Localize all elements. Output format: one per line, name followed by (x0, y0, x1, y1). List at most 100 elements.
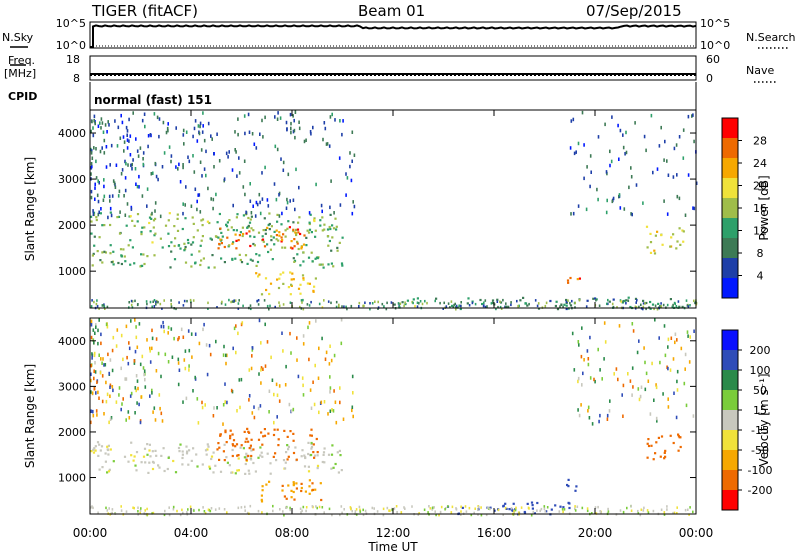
scatter-p0-219 (298, 126, 301, 131)
cell-p0-g0-198 (287, 220, 290, 223)
cell-p1-g1-58 (224, 431, 227, 434)
cell-p1-g1-51 (260, 431, 263, 434)
cell-p1-g1-64 (237, 454, 240, 457)
cbar-seg-p0-2 (722, 158, 738, 179)
ground-p1-173 (558, 510, 561, 513)
ground-p1-107 (643, 506, 645, 510)
cell-p0-g2-6 (314, 277, 317, 280)
cell-p0-g0-112 (331, 236, 334, 239)
cpid-text: normal (fast) 151 (94, 93, 212, 107)
scatter-p0-139 (103, 184, 105, 189)
cell-p0-g4-43 (669, 298, 672, 301)
scatter-p0-73 (95, 147, 97, 151)
cell-p0-g0-82 (340, 262, 344, 265)
scatter-p1-268 (94, 331, 96, 335)
cell-p0-g0-298 (209, 237, 212, 240)
scatter-p1-411 (649, 412, 652, 416)
ground-p0-82 (358, 301, 361, 305)
ground-p0-115 (153, 299, 156, 302)
cell-p1-g0-111 (104, 460, 107, 463)
scatter-p1-386 (177, 337, 179, 342)
ground-p0-128 (416, 301, 419, 304)
ground-p0-223 (505, 302, 507, 305)
scatter-p1-140 (90, 363, 92, 368)
scatter-p0-109 (255, 146, 258, 150)
ground-p1-53 (518, 511, 520, 514)
scatter-p1-73 (153, 406, 156, 410)
scatter-p0-357 (693, 139, 695, 144)
scatter-p0-153 (237, 132, 239, 137)
scatter-p0-205 (244, 192, 246, 197)
ground-p1-116 (285, 506, 287, 509)
ground-p1-229 (431, 506, 434, 509)
cell-p0-g0-217 (112, 250, 115, 253)
cell-p1-g5-11 (654, 452, 657, 455)
cell-p0-g4-57 (401, 301, 404, 304)
cell-p0-g0-19 (161, 246, 164, 249)
scatter-p1-5 (636, 350, 639, 355)
ground-p1-235 (351, 509, 353, 513)
cell-p0-g0-150 (154, 217, 157, 220)
scatter-p1-188 (587, 362, 590, 367)
scatter-p0-293 (329, 205, 331, 210)
cell-p1-g2-23 (300, 489, 303, 493)
ground-p1-18 (343, 508, 345, 511)
scatter-p0-181 (194, 187, 197, 191)
ground-p0-122 (128, 301, 130, 304)
ground-p1-224 (140, 507, 142, 510)
scatter-p1-211 (297, 374, 300, 379)
ground-p1-125 (672, 511, 674, 515)
scatter-p0-325 (146, 204, 148, 208)
cell-p1-g0-3 (99, 449, 102, 452)
cell-p1-g5-8 (647, 444, 651, 448)
ground-p0-95 (130, 303, 133, 307)
scatter-p0-201 (353, 153, 356, 157)
scatter-p1-221 (141, 354, 144, 359)
scatter-p1-100 (134, 411, 136, 415)
scatter-p0-260 (175, 126, 177, 130)
ground-p0-155 (130, 299, 133, 303)
cell-p0-g4-52 (507, 305, 510, 308)
scatter-p1-138 (313, 402, 316, 407)
cell-p0-g0-160 (308, 221, 311, 224)
cell-p1-g4-9 (531, 507, 534, 510)
cell-p0-g1-5 (291, 247, 294, 250)
cell-p0-g0-114 (240, 261, 244, 264)
scatter-p1-400 (98, 318, 100, 322)
ground-p0-51 (234, 299, 237, 302)
cell-p1-g0-43 (190, 459, 193, 462)
cell-p0-g0-216 (118, 232, 122, 235)
scatter-p0-188 (628, 185, 630, 190)
cell-p0-g0-234 (207, 266, 210, 269)
scatter-p1-111 (643, 346, 645, 350)
cell-p1-g4-36 (568, 502, 571, 505)
ground-p0-214 (560, 303, 563, 307)
scatter-p1-129 (237, 331, 239, 336)
scatter-p0-65 (119, 136, 122, 140)
cell-p0-g1-37 (278, 231, 281, 234)
ground-p1-42 (622, 510, 625, 514)
scatter-p1-153 (109, 383, 112, 387)
scatter-p1-189 (329, 409, 332, 413)
ground-p1-245 (536, 509, 538, 512)
cell-p0-g4-66 (479, 298, 482, 302)
cell-p1-g5-13 (655, 441, 658, 444)
ground-p1-155 (244, 509, 246, 512)
cell-p0-g2-2 (282, 271, 285, 274)
scatter-p1-117 (134, 349, 137, 354)
cell-p0-g0-221 (314, 257, 317, 260)
scatter-p0-161 (131, 162, 133, 167)
scatter-p1-184 (667, 337, 670, 342)
cell-p1-g4-37 (523, 510, 526, 514)
ytick-label-p0-3: 4000 (58, 127, 86, 140)
scatter-p0-197 (236, 174, 238, 178)
xtick-label-2: 08:00 (275, 526, 310, 540)
cell-p1-g0-170 (134, 464, 137, 467)
scatter-p0-210 (658, 144, 661, 148)
cell-p1-g0-55 (223, 443, 226, 446)
cell-p1-g1-14 (286, 435, 289, 438)
cell-p0-g0-60 (202, 257, 205, 260)
scatter-p1-228 (90, 390, 92, 394)
cell-p1-g0-36 (147, 471, 150, 474)
scatter-p0-150 (154, 161, 157, 166)
